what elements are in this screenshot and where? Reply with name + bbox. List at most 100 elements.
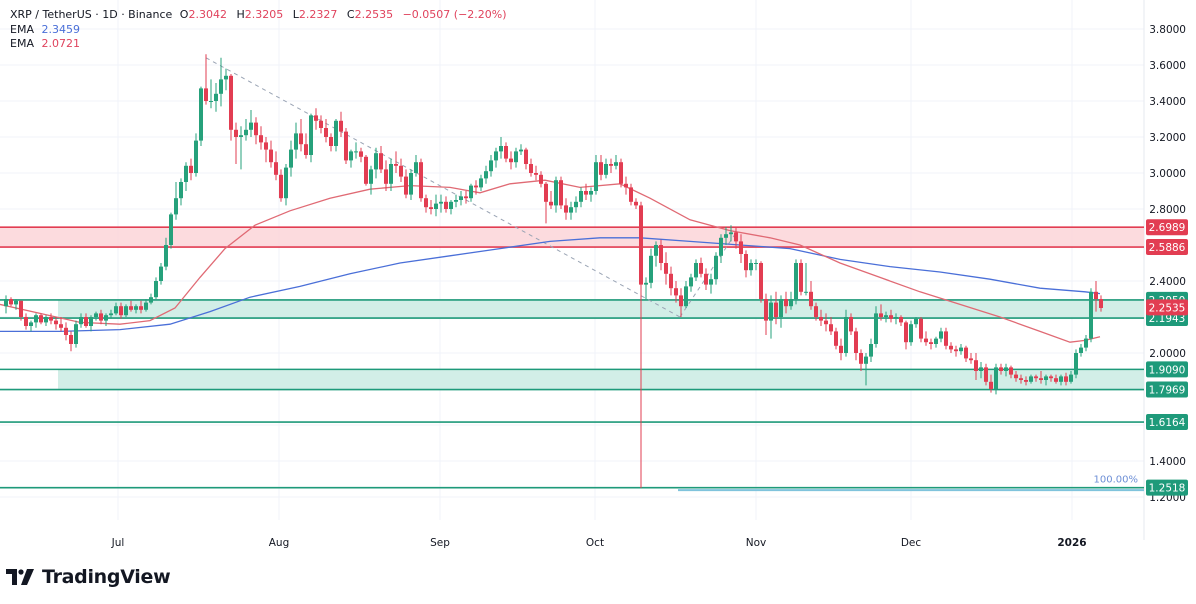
price-tick-label[interactable]: 3.2000 bbox=[1149, 132, 1186, 144]
candle-body bbox=[439, 201, 443, 204]
price-tick-label[interactable]: 3.6000 bbox=[1149, 60, 1186, 72]
candle-body bbox=[479, 178, 483, 188]
time-tick-label[interactable]: Oct bbox=[586, 537, 604, 549]
candle-body bbox=[579, 191, 583, 202]
candle-body bbox=[839, 345, 843, 353]
candle-body bbox=[1004, 367, 1008, 371]
candle-body bbox=[489, 160, 493, 172]
price-tick-label[interactable]: 3.4000 bbox=[1149, 96, 1186, 108]
candle-body bbox=[569, 207, 573, 213]
candle-body bbox=[909, 324, 913, 343]
candle-body bbox=[1029, 376, 1033, 382]
candle-body bbox=[499, 146, 503, 152]
candle-body bbox=[694, 263, 698, 278]
price-tag-label: 2.5886 bbox=[1149, 242, 1186, 254]
candle-body bbox=[554, 180, 558, 206]
time-tick-label[interactable]: Nov bbox=[746, 537, 767, 549]
candle-body bbox=[124, 306, 128, 316]
indicator-label: EMA bbox=[10, 22, 34, 36]
candle-body bbox=[494, 151, 498, 161]
candle-body bbox=[884, 315, 888, 317]
candle-body bbox=[284, 167, 288, 199]
candle-body bbox=[294, 133, 298, 150]
price-tick-label[interactable]: 2.0000 bbox=[1149, 348, 1186, 360]
candle-body bbox=[549, 201, 553, 206]
price-tag-label: 2.2535 bbox=[1149, 302, 1186, 314]
candle-body bbox=[809, 291, 813, 307]
candle-body bbox=[1054, 378, 1058, 382]
candle-body bbox=[474, 185, 478, 188]
candle-body bbox=[129, 306, 133, 310]
candle-body bbox=[1009, 367, 1013, 375]
candle-body bbox=[179, 182, 183, 199]
time-tick-label[interactable]: Sep bbox=[430, 537, 450, 549]
candle-body bbox=[954, 349, 958, 352]
candle-body bbox=[844, 317, 848, 353]
candle-body bbox=[414, 162, 418, 173]
ohlc-open-key: O bbox=[179, 8, 189, 21]
time-tick-label[interactable]: Aug bbox=[269, 537, 290, 549]
price-tick-label[interactable]: 2.4000 bbox=[1149, 276, 1186, 288]
candle-body bbox=[454, 200, 458, 202]
candle-body bbox=[609, 164, 613, 166]
candle-body bbox=[234, 129, 238, 137]
candle-body bbox=[429, 207, 433, 209]
zone-support bbox=[58, 369, 1144, 390]
candle-body bbox=[134, 306, 138, 310]
time-tick-label[interactable]: Dec bbox=[901, 537, 922, 549]
time-axis[interactable]: Jul Aug Sep Oct Nov Dec 2026 bbox=[111, 537, 1087, 549]
ohlc-high-key: H bbox=[236, 8, 245, 21]
candle-body bbox=[344, 131, 348, 161]
candle-body bbox=[19, 300, 23, 317]
price-tick-label[interactable]: 3.0000 bbox=[1149, 168, 1186, 180]
candle-body bbox=[999, 367, 1003, 371]
tradingview-logo[interactable]: TradingView bbox=[6, 566, 171, 588]
candle-body bbox=[139, 306, 143, 310]
candle-body bbox=[109, 313, 113, 316]
candle-body bbox=[229, 75, 233, 130]
price-tick-label[interactable]: 1.4000 bbox=[1149, 456, 1186, 468]
candle-body bbox=[449, 201, 453, 209]
candle-body bbox=[879, 313, 883, 317]
ema-fast-line bbox=[0, 179, 1101, 343]
candle-body bbox=[514, 151, 518, 163]
candle-body bbox=[159, 266, 163, 281]
price-tick-label[interactable]: 3.8000 bbox=[1149, 24, 1186, 36]
candle-body bbox=[759, 263, 763, 299]
candle-body bbox=[784, 299, 788, 307]
candle-body bbox=[249, 122, 253, 130]
indicator-ema-fast[interactable]: EMA 2.0721 bbox=[10, 37, 513, 52]
candle-body bbox=[849, 317, 853, 332]
candle-body bbox=[959, 347, 963, 352]
time-tick-label[interactable]: 2026 bbox=[1057, 537, 1086, 549]
symbol-title[interactable]: XRP / TetherUS · 1D · Binance bbox=[10, 8, 173, 21]
candle-body bbox=[184, 165, 188, 182]
candle-body bbox=[944, 331, 948, 346]
fib-percent-label: 100.00% bbox=[1094, 475, 1139, 486]
indicator-label: EMA bbox=[10, 37, 34, 50]
ema-lines bbox=[0, 179, 1101, 343]
candle-body bbox=[409, 173, 413, 195]
candle-body bbox=[534, 173, 538, 175]
candle-body bbox=[589, 191, 593, 195]
candle-body bbox=[209, 101, 213, 102]
candle-body bbox=[939, 331, 943, 339]
price-tick-label[interactable]: 2.8000 bbox=[1149, 204, 1186, 216]
candle-body bbox=[829, 324, 833, 332]
time-tick-label[interactable]: Jul bbox=[111, 537, 125, 549]
candle-body bbox=[1044, 376, 1048, 380]
candle-body bbox=[1039, 378, 1043, 380]
indicator-ema-slow[interactable]: EMA 2.3459 bbox=[10, 23, 513, 38]
candle-body bbox=[724, 234, 728, 238]
candle-body bbox=[239, 135, 243, 137]
candle-body bbox=[779, 299, 783, 317]
candle-body bbox=[384, 169, 388, 184]
candle-body bbox=[14, 300, 18, 305]
candle-body bbox=[119, 306, 123, 316]
symbol-row[interactable]: XRP / TetherUS · 1D · Binance O2.3042 H2… bbox=[10, 8, 513, 23]
price-axis[interactable]: 3.8000 3.6000 3.4000 3.2000 3.0000 2.8000 2.40… bbox=[1149, 24, 1186, 504]
candle-body bbox=[59, 324, 63, 328]
price-tag-label: 1.2518 bbox=[1149, 483, 1186, 495]
